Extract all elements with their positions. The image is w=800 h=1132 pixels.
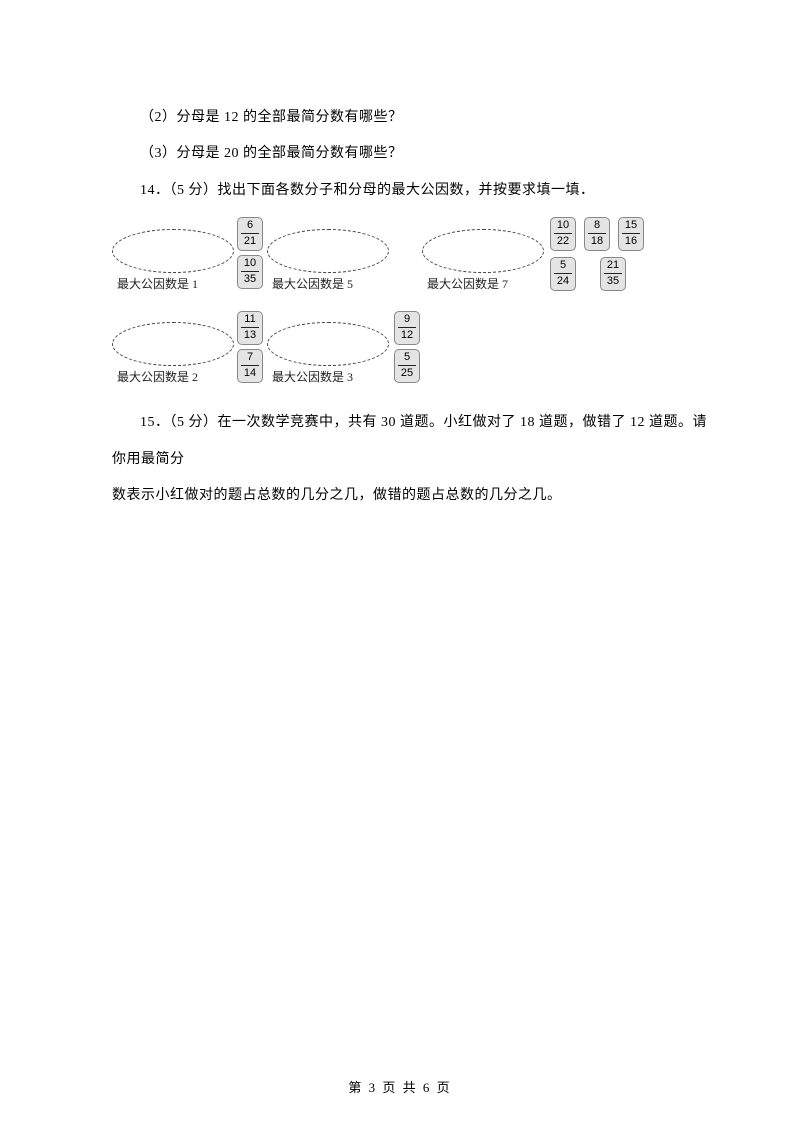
fraction-f8_18: 818 [584,217,610,251]
fraction-f15_16: 1516 [618,217,644,251]
page-footer: 第 3 页 共 6 页 [0,1077,800,1096]
fraction-f9_12: 912 [394,311,420,345]
diagram-label-g2: 最大公因数是 2 [117,368,198,385]
diagram-label-g3: 最大公因数是 3 [272,368,353,385]
question-15-line2: 数表示小红做对的题占总数的几分之几，做错的题占总数的几分之几。 [112,478,710,514]
fraction-f10_35: 1035 [237,255,263,289]
diagram-ellipse [112,322,234,366]
diagram-ellipse [267,229,389,273]
fraction-f5_25: 525 [394,349,420,383]
question-3: （3）分母是 20 的全部最简分数有哪些？ [112,136,710,172]
question-2: （2）分母是 12 的全部最简分数有哪些？ [112,100,710,136]
fraction-f6_21: 621 [237,217,263,251]
page: （2）分母是 12 的全部最简分数有哪些？ （3）分母是 20 的全部最简分数有… [0,0,800,1132]
diagram-ellipse [422,229,544,273]
question-15-line1: 15．（5 分）在一次数学竞赛中，共有 30 道题。小红做对了 18 道题，做错… [112,405,710,478]
diagram-label-g1: 最大公因数是 1 [117,275,198,292]
gcf-diagram: 最大公因数是 1 最大公因数是 5 最大公因数是 7 最大公因数是 2 最大公因数是 3… [112,217,712,401]
diagram-label-g7: 最大公因数是 7 [427,275,508,292]
fraction-f10_22: 1022 [550,217,576,251]
question-14: 14．（5 分）找出下面各数分子和分母的最大公因数，并按要求填一填． [112,173,710,209]
diagram-label-g5: 最大公因数是 5 [272,275,353,292]
fraction-f21_35: 2135 [600,257,626,291]
fraction-f7_14: 714 [237,349,263,383]
diagram-ellipse [267,322,389,366]
diagram-ellipse [112,229,234,273]
fraction-f5_24: 524 [550,257,576,291]
fraction-f11_13: 1113 [237,311,263,345]
